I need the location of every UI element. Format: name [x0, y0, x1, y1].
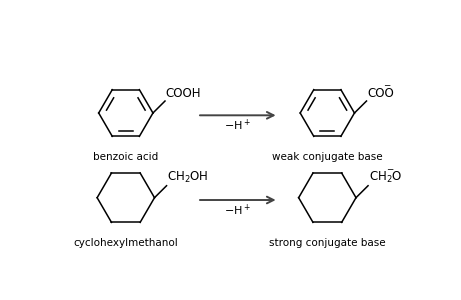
Text: weak conjugate base: weak conjugate base: [272, 152, 383, 161]
Text: $^{-}$: $^{-}$: [386, 167, 394, 180]
Text: $-$H$^+$: $-$H$^+$: [225, 202, 251, 218]
Text: benzoic acid: benzoic acid: [93, 152, 159, 161]
Text: COOH: COOH: [166, 87, 201, 100]
Text: CH$_2$OH: CH$_2$OH: [167, 170, 209, 185]
Text: CH$_2$O: CH$_2$O: [369, 170, 402, 185]
Text: strong conjugate base: strong conjugate base: [269, 238, 386, 248]
Text: $^{-}$: $^{-}$: [383, 82, 391, 95]
Text: cyclohexylmethanol: cyclohexylmethanol: [73, 238, 178, 248]
Text: COO: COO: [367, 87, 394, 100]
Text: $-$H$^+$: $-$H$^+$: [225, 118, 251, 133]
